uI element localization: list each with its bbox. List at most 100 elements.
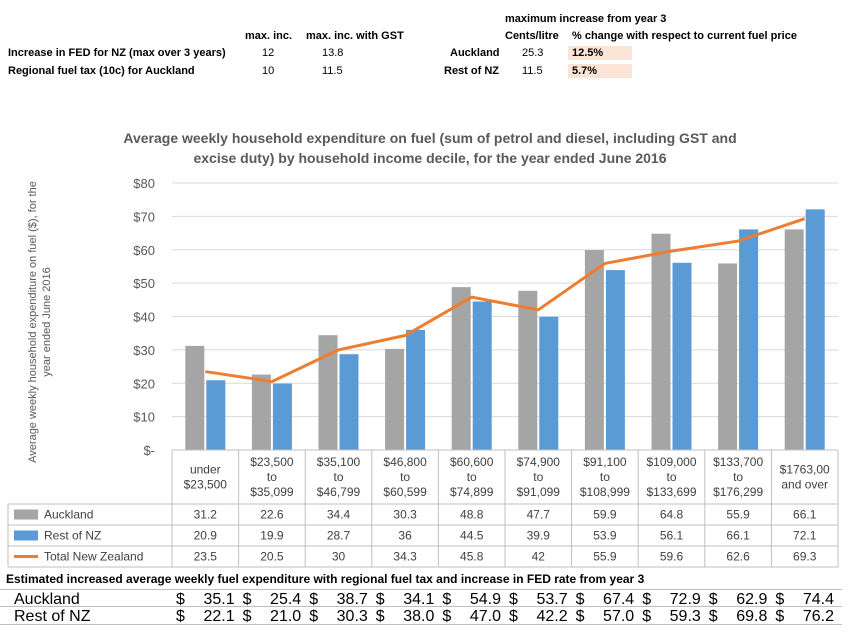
- data-label: 55.9: [726, 508, 750, 522]
- bottom-value: 38.7: [336, 591, 368, 608]
- bottom-value: 38.0: [403, 608, 435, 625]
- data-label: 64.8: [660, 508, 684, 522]
- bottom-value: 21.0: [270, 608, 302, 625]
- chart-title-line-2: excise duty) by household income decile,…: [193, 150, 666, 166]
- bottom-row-label: Rest of NZ: [14, 608, 91, 625]
- category-label: $109,000: [646, 455, 696, 469]
- y-axis-label-line-2: year ended June 2016: [41, 267, 53, 376]
- fed-max-inc-gst: 13.8: [322, 47, 344, 59]
- category-label: $108,999: [580, 485, 630, 499]
- bottom-table-row: Auckland $35.1 $25.4 $38.7 $34.1 $54.9 $53.7 $6…: [0, 589, 842, 608]
- category-label: $133,700: [713, 455, 763, 469]
- bottom-value: 53.7: [536, 591, 568, 608]
- data-label: 20.9: [194, 529, 218, 543]
- category-label: $60,599: [383, 485, 427, 499]
- line-total-new-zealand: [205, 217, 806, 384]
- bar-auckland: [651, 233, 671, 450]
- currency-symbol: $: [375, 608, 385, 625]
- fed-row-label: Increase in FED for NZ (max over 3 years…: [8, 47, 226, 59]
- legend-key-rest-of-nz: [14, 530, 38, 541]
- bottom-value: 54.9: [469, 591, 501, 608]
- data-label: 56.1: [660, 529, 684, 543]
- category-label: $74,900: [517, 455, 561, 469]
- bottom-value: 34.1: [403, 591, 435, 608]
- currency-symbol: $: [642, 608, 652, 625]
- currency-symbol: $: [775, 608, 785, 625]
- auckland-row-label: Auckland: [450, 47, 500, 59]
- bar-auckland: [185, 345, 205, 450]
- bar-auckland: [251, 374, 271, 450]
- col-header-cents: Cents/litre: [505, 30, 559, 42]
- data-label: 42: [532, 550, 546, 564]
- currency-symbol: $: [708, 608, 718, 625]
- col-header-max-inc: max. inc.: [245, 30, 293, 42]
- total-line: [205, 217, 806, 384]
- category-label: to: [666, 470, 676, 484]
- bottom-value: 35.1: [203, 591, 235, 608]
- category-label: $35,099: [250, 485, 294, 499]
- currency-symbol: $: [509, 591, 518, 608]
- gridlines: [172, 182, 838, 451]
- auckland-pct: 12.5%: [568, 46, 632, 60]
- category-label: to: [600, 470, 610, 484]
- data-label: 19.9: [260, 529, 284, 543]
- bar-rest-of-nz: [206, 380, 226, 450]
- bottom-value: 30.3: [336, 608, 368, 625]
- data-label: 55.9: [593, 550, 617, 564]
- rest-row-label: Rest of NZ: [444, 65, 499, 77]
- bottom-value: 69.8: [736, 608, 768, 625]
- category-label: to: [267, 470, 277, 484]
- data-label: 34.4: [327, 508, 351, 522]
- bottom-table-title: Estimated increased average weekly fuel …: [6, 572, 645, 586]
- bottom-value: 22.1: [203, 608, 235, 625]
- bar-auckland: [318, 335, 338, 450]
- currency-symbol: $: [375, 591, 385, 608]
- auckland-pct-value: 12.5%: [572, 47, 604, 59]
- y-tick-label: $70: [133, 209, 155, 224]
- rft-max-inc-gst: 11.5: [322, 65, 343, 77]
- bottom-row-label: Auckland: [14, 591, 80, 608]
- category-label: $60,600: [450, 455, 494, 469]
- bar-rest-of-nz: [539, 316, 559, 450]
- currency-symbol: $: [642, 591, 652, 608]
- y-tick-label: $50: [133, 276, 155, 291]
- category-label: and over: [781, 478, 828, 492]
- currency-symbol: $: [242, 591, 252, 608]
- category-label: $46,799: [317, 485, 361, 499]
- currency-symbol: $: [309, 591, 319, 608]
- bar-auckland: [718, 263, 738, 450]
- rest-cents: 11.5: [522, 65, 543, 77]
- bottom-value: 42.2: [536, 608, 568, 625]
- category-label: $35,100: [317, 455, 361, 469]
- legend-key-auckland: [14, 509, 38, 520]
- bottom-value: 72.9: [669, 591, 701, 608]
- currency-symbol: $: [442, 591, 452, 608]
- data-label: 31.2: [194, 508, 218, 522]
- bar-rest-of-nz: [472, 301, 492, 450]
- rest-pct-value: 5.7%: [572, 65, 598, 77]
- category-label: $91,099: [517, 485, 561, 499]
- currency-symbol: $: [309, 608, 319, 625]
- legend-entry: Total New Zealand: [44, 550, 143, 564]
- currency-symbol: $: [176, 591, 185, 608]
- data-label: 28.7: [327, 529, 351, 543]
- y-tick-label: $60: [133, 243, 155, 258]
- y-tick-labels: $- $10 $20 $30 $40 $50 $60 $70 $80: [133, 176, 155, 458]
- legend-entry: Rest of NZ: [44, 529, 101, 543]
- data-label: 39.9: [527, 529, 551, 543]
- currency-symbol: $: [575, 608, 585, 625]
- category-label: $1763,00: [780, 463, 830, 477]
- data-label: 20.5: [260, 550, 284, 564]
- bar-auckland: [451, 287, 471, 450]
- data-label: 66.1: [726, 529, 750, 543]
- bar-auckland: [584, 250, 604, 450]
- currency-symbol: $: [442, 608, 452, 625]
- bar-rest-of-nz: [739, 229, 759, 450]
- bar-rest-of-nz: [272, 383, 292, 450]
- bottom-value: 76.2: [802, 608, 834, 625]
- category-label: $23,500: [250, 455, 294, 469]
- currency-symbol: $: [575, 591, 585, 608]
- data-table: under$23,500$23,500to$35,099$35,100to$46…: [7, 449, 839, 568]
- data-label: 45.8: [460, 550, 484, 564]
- chart-title-line-1: Average weekly household expenditure on …: [123, 130, 736, 146]
